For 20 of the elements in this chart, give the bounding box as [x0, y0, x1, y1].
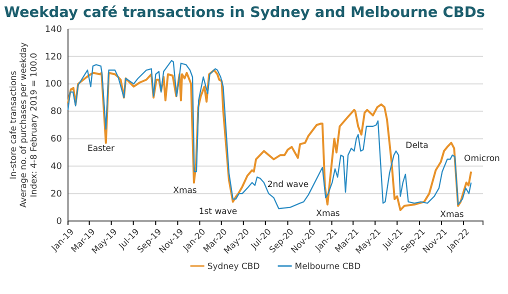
- annotation: Xmas: [173, 186, 198, 196]
- y-tick-label: 100: [44, 80, 62, 90]
- annotation: Delta: [406, 140, 428, 151]
- y-tick-label: 80: [50, 107, 62, 118]
- y-tick-label: 20: [50, 189, 62, 200]
- legend-label: Melbourne CBD: [294, 262, 362, 272]
- y-tick-label: 40: [50, 162, 62, 172]
- annotation: Xmas: [316, 208, 340, 219]
- y-tick-label: 0: [56, 216, 62, 227]
- legend-label: Sydney CBD: [207, 262, 260, 272]
- annotation: Xmas: [440, 210, 464, 220]
- y-axis-title: In-store cafe transactions Average no. of purchases per weekday Index: 4-8 February 2019 = 100.0: [9, 42, 40, 208]
- y-tick-label: 60: [50, 134, 62, 145]
- annotation: Omicron: [464, 154, 500, 164]
- annotation: 1st wave: [198, 206, 238, 217]
- chart-title: Weekday café transactions in Sydney and Melbourne CBDs: [4, 5, 486, 21]
- y-tick-label: 120: [44, 52, 62, 62]
- annotation: Easter: [87, 144, 116, 154]
- y-tick-label: 140: [44, 24, 62, 35]
- annotation: 2nd wave: [267, 180, 309, 190]
